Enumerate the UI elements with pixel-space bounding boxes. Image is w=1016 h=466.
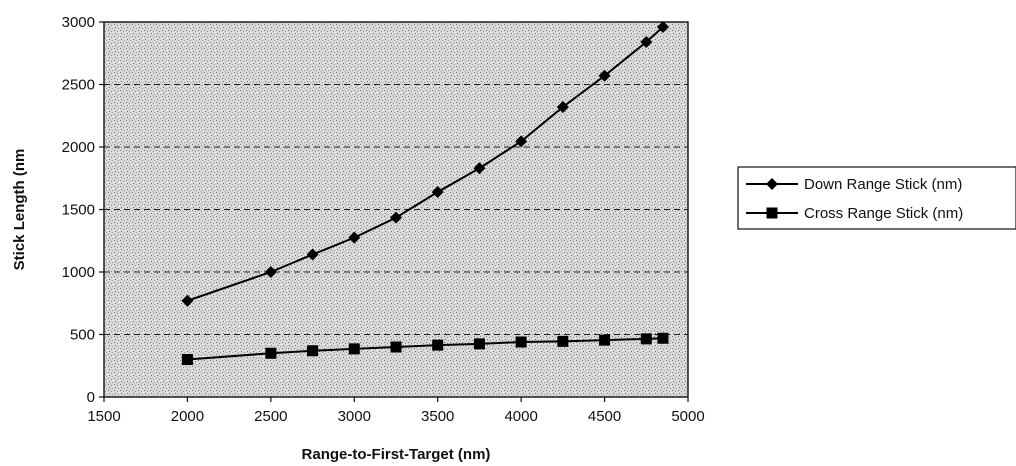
x-tick-label: 3500 [421,408,454,425]
x-tick-label: 1500 [87,408,120,425]
y-tick-label: 2000 [62,139,95,156]
x-tick-label: 4000 [504,408,537,425]
data-point [432,339,444,351]
legend-marker [766,207,778,219]
data-point [390,211,402,224]
data-point [348,231,361,244]
data-point [265,347,277,359]
legend-item: Cross Range Stick (nm) [746,205,963,222]
data-point [473,162,486,175]
data-point [264,266,277,278]
axes [99,21,689,402]
y-tick-label: 1500 [62,202,95,219]
data-point [181,354,193,365]
series-line [187,26,664,302]
y-axis-title: Stick Length (nm [11,149,28,271]
data-point [515,336,527,348]
data-point [640,333,652,345]
data-point [656,21,669,33]
series-cross-range [181,332,669,365]
x-tick-label: 2500 [254,408,287,425]
data-point [390,341,402,353]
y-tick-label: 2500 [62,77,95,94]
legend-box [737,166,1016,230]
data-point [307,345,319,357]
series-down-range [181,21,669,307]
data-point [657,332,669,344]
data-point [515,135,528,148]
data-point [306,248,319,261]
y-tick-label: 1000 [62,264,95,281]
legend-label: Down Range Stick (nm) [804,176,962,193]
x-tick-label: 3000 [338,408,371,425]
data-point [598,69,611,82]
y-tick-label: 500 [70,327,95,344]
data-point [599,334,611,346]
tick-labels: 1500 2000 2500 3000 3500 4000 4500 5000 0 500 1000… [62,14,705,425]
series-layer [181,21,669,365]
legend-item: Down Range Stick (nm) [746,176,962,193]
data-point [556,101,569,113]
data-point [557,335,569,347]
series-line [187,337,664,361]
gridlines [104,84,688,335]
x-axis-title: Range-to-First-Target (nm) [302,446,491,463]
data-point [181,294,194,307]
data-point [431,186,444,198]
legend-marker [766,178,778,190]
data-point [473,338,485,350]
y-tick-label: 0 [87,389,95,406]
data-point [348,343,360,355]
y-tick-label: 3000 [62,14,95,31]
x-tick-label: 5000 [671,408,704,425]
x-tick-label: 4500 [588,408,621,425]
legend-label: Cross Range Stick (nm) [804,205,963,222]
plot-area [104,21,688,397]
legend: Down Range Stick (nm) Cross Range Stick (… [737,166,1016,230]
x-tick-label: 2000 [171,408,204,425]
data-point [640,36,653,48]
